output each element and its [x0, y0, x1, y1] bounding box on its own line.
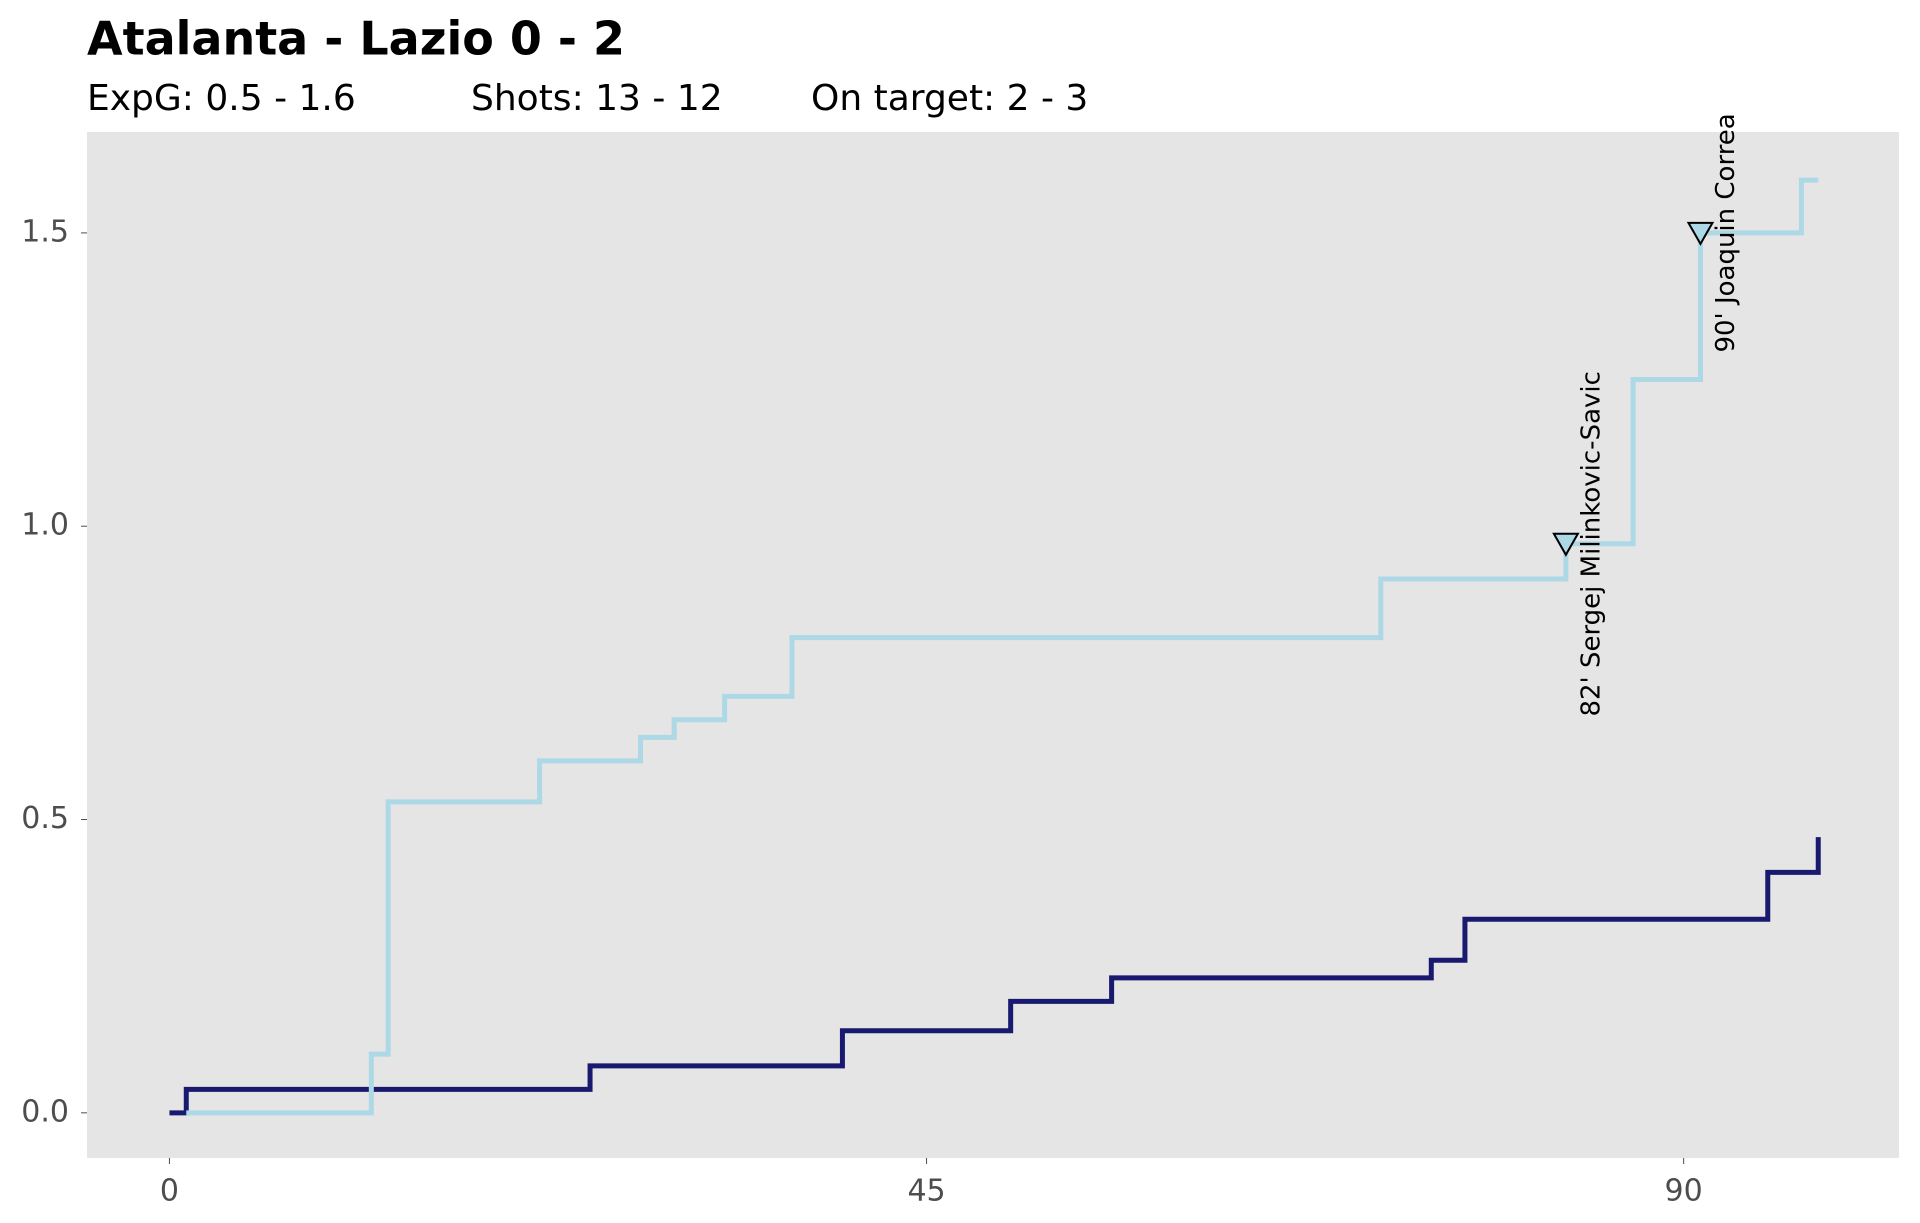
y-tick-label: 0.5 [21, 801, 69, 836]
x-tick-label: 0 [160, 1174, 179, 1209]
subtitle: ExpG: 0.5 - 1.6 [87, 78, 356, 119]
goal-marker [1552, 532, 1580, 557]
goal-label: 90' Joaquin Correa [1711, 113, 1741, 352]
y-tick-label: 1.0 [21, 508, 69, 543]
x-tick-label: 45 [907, 1174, 945, 1209]
goal-label: 82' Sergej Milinkovic-Savic [1576, 371, 1606, 716]
xg-line [186, 177, 1819, 1116]
xg-line [169, 837, 1821, 1116]
chart-title: Atalanta - Lazio 0 - 2 [87, 12, 625, 66]
subtitle: On target: 2 - 3 [811, 78, 1088, 119]
subtitle: Shots: 13 - 12 [471, 78, 723, 119]
y-tick-label: 1.5 [21, 214, 69, 249]
y-tick-label: 0.0 [21, 1094, 69, 1129]
x-tick-label: 90 [1665, 1174, 1703, 1209]
goal-marker [1686, 221, 1715, 246]
panel [87, 132, 1899, 1158]
